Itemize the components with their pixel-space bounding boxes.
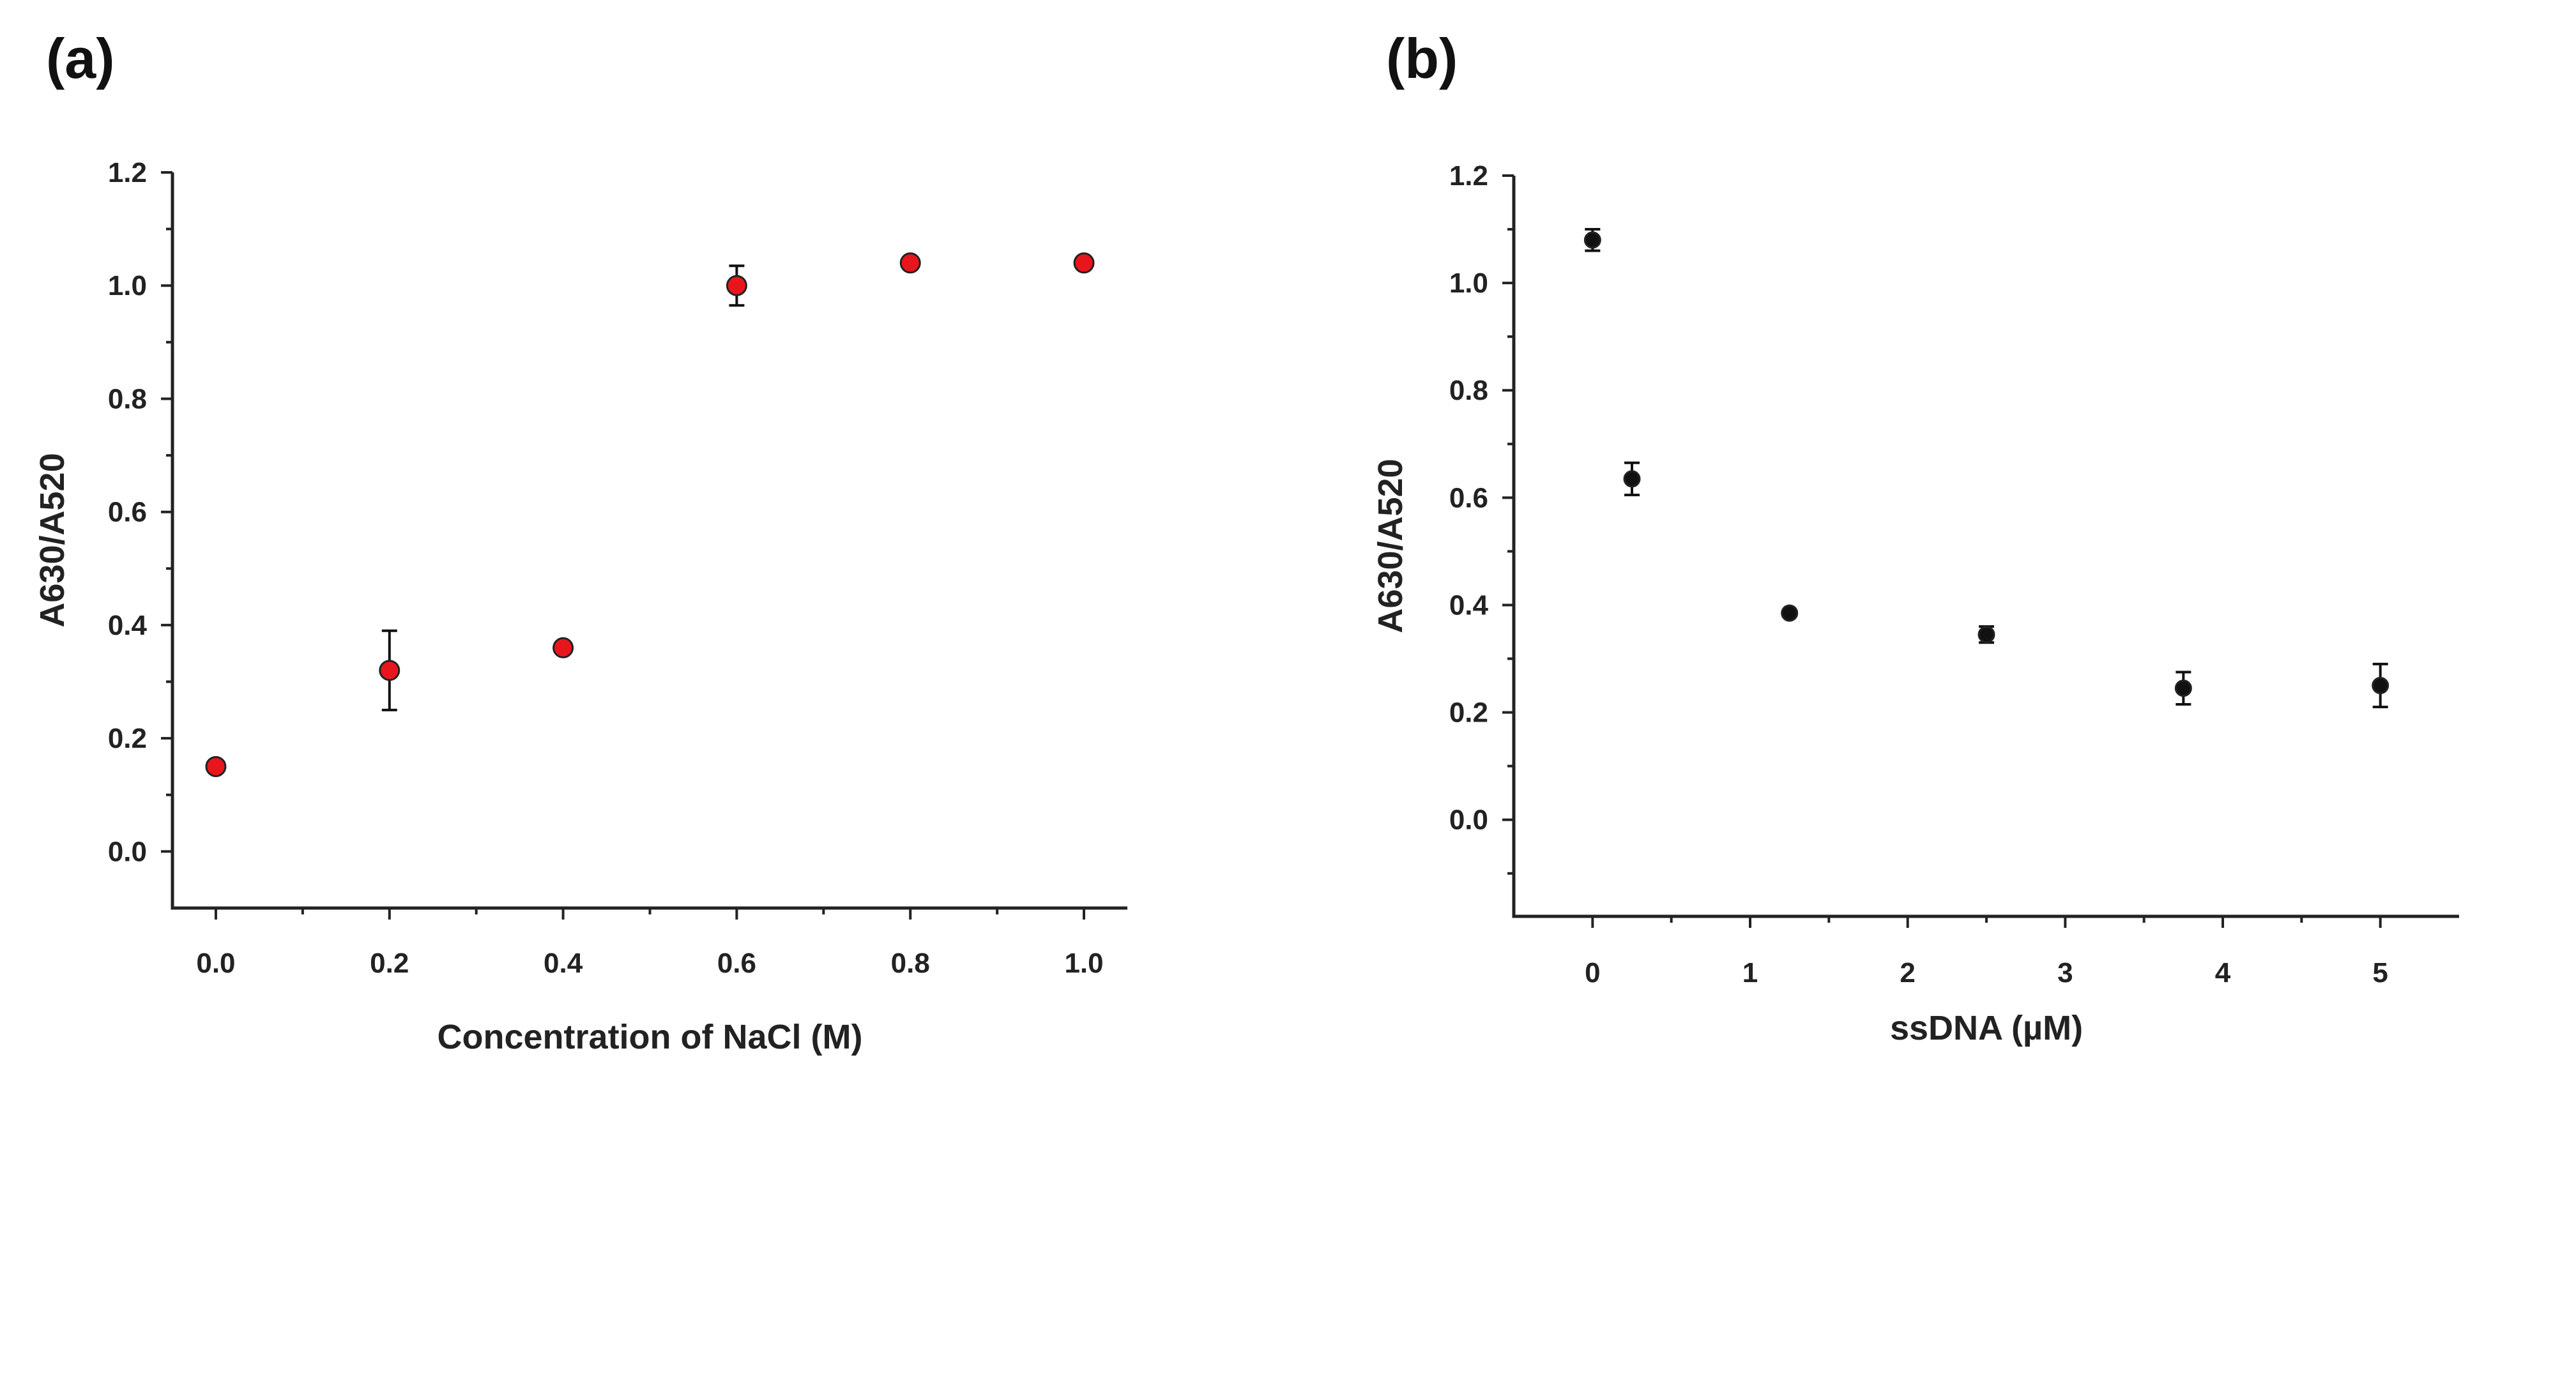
data-point bbox=[2174, 679, 2192, 697]
y-tick-label: 1.2 bbox=[1449, 160, 1488, 192]
x-tick-label: 0.6 bbox=[717, 948, 756, 979]
y-tick-label: 0.6 bbox=[1449, 482, 1488, 513]
data-point bbox=[1781, 604, 1799, 622]
panel-b-label: (b) bbox=[1386, 27, 1458, 90]
data-point bbox=[1623, 470, 1641, 488]
data-point bbox=[1073, 252, 1095, 274]
x-tick-label: 0.4 bbox=[544, 948, 583, 979]
y-tick-label: 1.2 bbox=[108, 157, 147, 188]
panel-a: (a) 0.0 0.2 0.4 0.6 0.8 1.0 1.2 0.0 0.2 0.4 0.6 0.8… bbox=[33, 27, 1127, 1056]
data-point bbox=[1978, 626, 1995, 644]
y-tick-label: 1.0 bbox=[108, 270, 147, 301]
panel-b: (b) 0.0 0.2 0.4 0.6 0.8 1.0 1.2 0 1 2 3 4 5 ssDNA (µM… bbox=[1371, 27, 2459, 1047]
x-tick-label: 0.2 bbox=[370, 948, 409, 979]
x-tick-label: 0 bbox=[1585, 957, 1600, 989]
y-tick-label: 0.4 bbox=[1449, 589, 1489, 621]
y-axis-title: A630/A520 bbox=[33, 453, 72, 627]
x-tick-label: 5 bbox=[2372, 957, 2388, 989]
axis-lines bbox=[1512, 176, 2459, 918]
y-tick-label: 0.8 bbox=[108, 383, 147, 414]
y-tick-label: 0.0 bbox=[108, 836, 147, 867]
y-axis-title: A630/A520 bbox=[1371, 458, 1410, 633]
y-tick-label: 1.0 bbox=[1449, 268, 1488, 299]
x-axis-title: ssDNA (µM) bbox=[1890, 1009, 2083, 1047]
y-tick-label: 0.4 bbox=[108, 610, 148, 641]
data-point bbox=[205, 755, 227, 777]
x-tick-label: 1 bbox=[1742, 957, 1758, 989]
x-tick-label: 1.0 bbox=[1064, 948, 1103, 979]
data-point bbox=[553, 637, 574, 658]
plot-a: 0.0 0.2 0.4 0.6 0.8 1.0 1.2 0.0 0.2 0.4 0.6 0.8 1.0 C… bbox=[33, 157, 1127, 1056]
panel-a-label: (a) bbox=[46, 27, 115, 90]
y-tick-label: 0.6 bbox=[108, 497, 147, 528]
x-axis-title: Concentration of NaCl (M) bbox=[438, 1018, 863, 1056]
axis-lines bbox=[171, 172, 1127, 910]
plot-b: 0.0 0.2 0.4 0.6 0.8 1.0 1.2 0 1 2 3 4 5 ssDNA (µM) A63… bbox=[1371, 160, 2459, 1047]
y-tick-label: 0.2 bbox=[1449, 697, 1488, 729]
data-point bbox=[1583, 231, 1601, 249]
data-point bbox=[2372, 677, 2389, 695]
x-tick-label: 0.0 bbox=[196, 948, 235, 979]
y-tick-label: 0.0 bbox=[1449, 805, 1488, 836]
x-tick-label: 4 bbox=[2215, 957, 2231, 989]
y-tick-label: 0.8 bbox=[1449, 375, 1488, 406]
data-point bbox=[899, 252, 921, 274]
x-tick-label: 2 bbox=[1900, 957, 1915, 989]
x-tick-label: 0.8 bbox=[891, 948, 930, 979]
y-tick-label: 0.2 bbox=[108, 723, 147, 754]
x-tick-label: 3 bbox=[2057, 957, 2073, 989]
data-point bbox=[379, 660, 400, 681]
data-point bbox=[726, 275, 747, 296]
